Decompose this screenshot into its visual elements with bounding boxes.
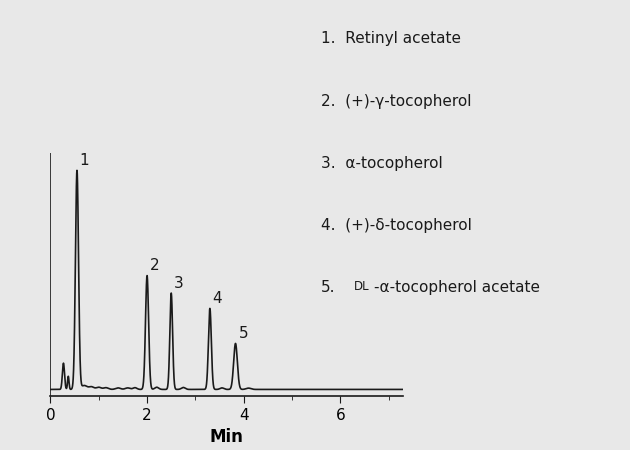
Text: 4.  (+)-δ-tocopherol: 4. (+)-δ-tocopherol <box>321 218 472 233</box>
Text: 5.: 5. <box>321 280 336 295</box>
Text: 5: 5 <box>238 326 248 341</box>
Text: 3.  α-tocopherol: 3. α-tocopherol <box>321 156 443 171</box>
Text: DL: DL <box>354 280 370 293</box>
Text: 2: 2 <box>149 258 159 274</box>
Text: 3: 3 <box>174 276 183 291</box>
Text: 2.  (+)-γ-tocopherol: 2. (+)-γ-tocopherol <box>321 94 472 108</box>
Text: 1: 1 <box>79 153 89 168</box>
Text: 1.  Retinyl acetate: 1. Retinyl acetate <box>321 32 461 46</box>
Text: 4: 4 <box>212 291 222 306</box>
Text: -α-tocopherol acetate: -α-tocopherol acetate <box>374 280 540 295</box>
X-axis label: Min: Min <box>210 428 244 446</box>
